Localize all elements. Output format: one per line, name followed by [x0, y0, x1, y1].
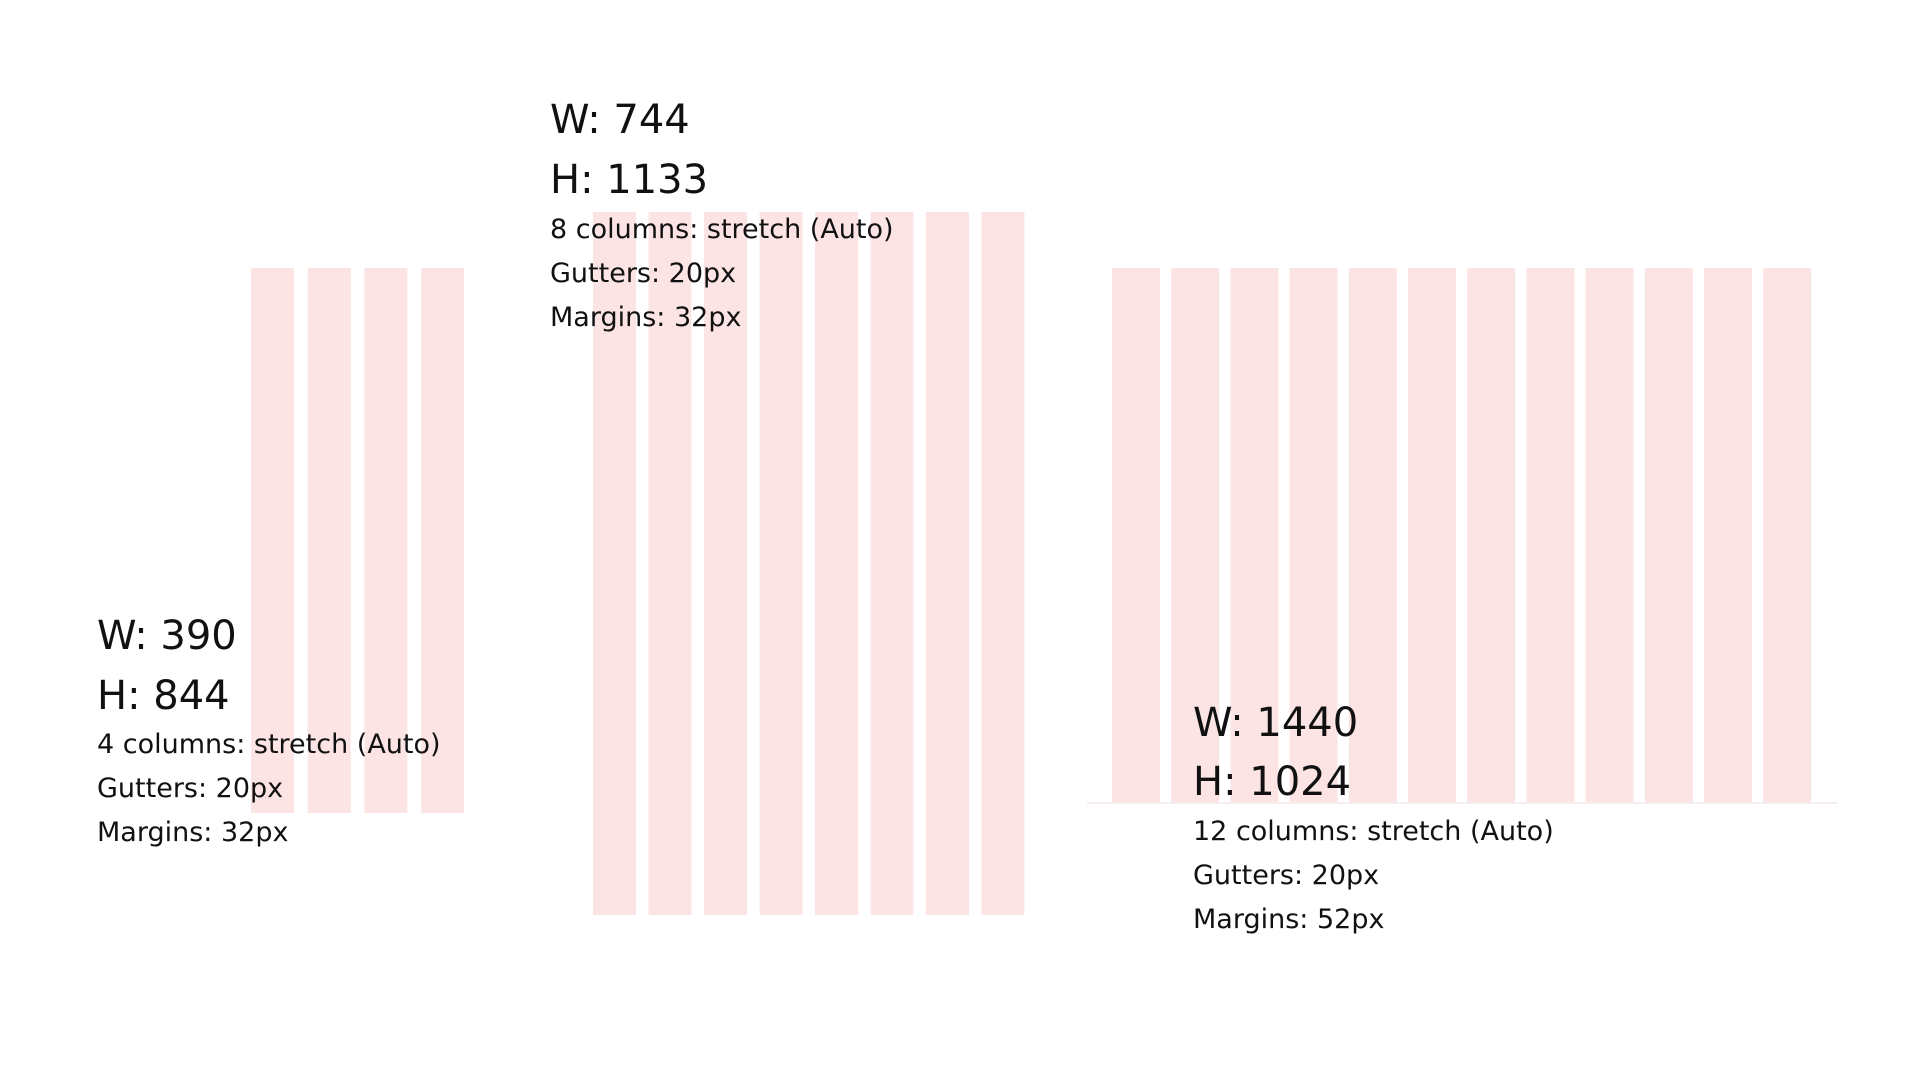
grid-margins: Margins: 52px [1193, 904, 1384, 935]
grid-width: W: 390 [97, 613, 237, 659]
grid-column [981, 212, 1025, 915]
grid-column [593, 212, 636, 915]
grid-columns-label: 8 columns: stretch (Auto) [550, 214, 894, 245]
grid-width: W: 744 [550, 97, 690, 143]
grid-column [704, 212, 747, 915]
grid-column [870, 212, 914, 915]
grid-height: H: 1133 [550, 157, 708, 203]
grid-margins: Margins: 32px [97, 817, 288, 848]
grid-column [1526, 268, 1575, 802]
grid-column [307, 268, 351, 813]
grid-column [1112, 268, 1160, 802]
grid-column [251, 268, 294, 813]
grid-column [815, 212, 858, 915]
grid-column [1171, 268, 1220, 802]
grid-column [1585, 268, 1634, 802]
grid-column [759, 212, 803, 915]
grid-column [1230, 268, 1279, 802]
grid-column [1763, 268, 1812, 802]
grid-column [421, 268, 465, 813]
grid-columns [251, 212, 1812, 915]
grid-height: H: 844 [97, 673, 230, 719]
grid-column [648, 212, 692, 915]
grid-columns-label: 12 columns: stretch (Auto) [1193, 816, 1554, 847]
grid-height: H: 1024 [1193, 759, 1351, 805]
grid-column [926, 212, 969, 915]
grid-column [1704, 268, 1752, 802]
grid-column [1408, 268, 1456, 802]
grid-column [1348, 268, 1397, 802]
grid-width: W: 1440 [1193, 700, 1358, 746]
grid-column [1467, 268, 1516, 802]
grid-gutters: Gutters: 20px [1193, 860, 1379, 891]
grid-column [364, 268, 408, 813]
grid-columns-label: 4 columns: stretch (Auto) [97, 729, 441, 760]
grid-gutters: Gutters: 20px [97, 773, 283, 804]
grid-margins: Margins: 32px [550, 302, 741, 333]
grid-gutters: Gutters: 20px [550, 258, 736, 289]
grid-column [1644, 268, 1693, 802]
grid-column [1289, 268, 1338, 802]
